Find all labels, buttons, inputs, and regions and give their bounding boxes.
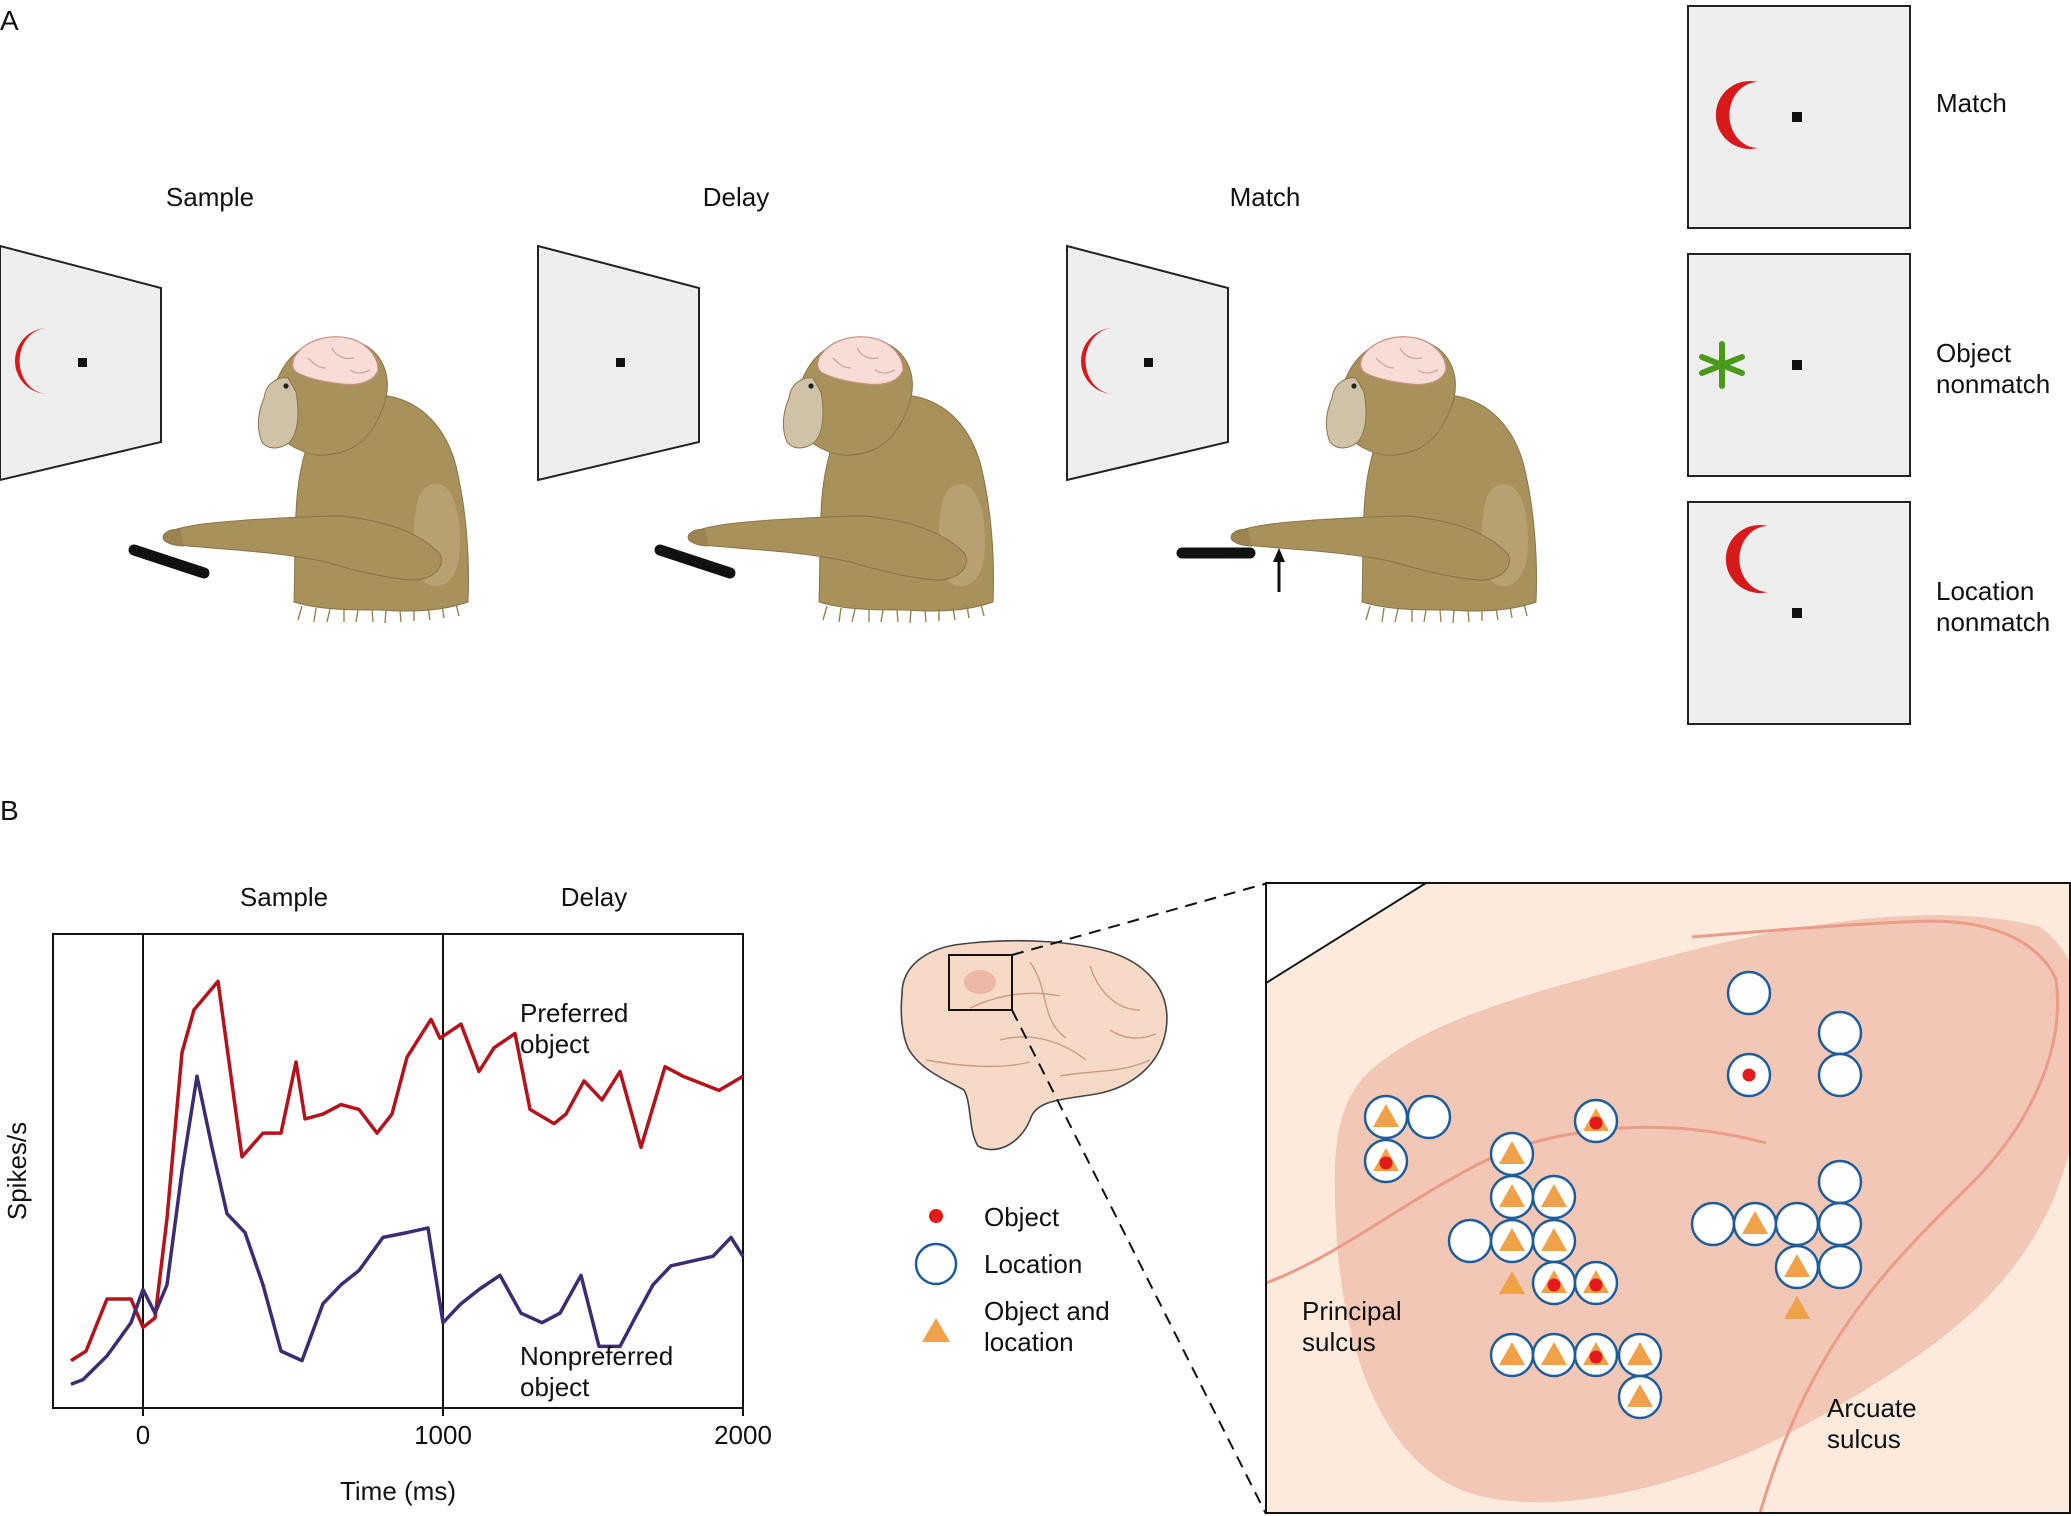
neuron-marker (1774, 1244, 1820, 1290)
epoch-label-sample: Sample (240, 882, 328, 912)
object-location-triangle-icon (922, 1318, 950, 1342)
object-dot-icon (929, 1209, 943, 1223)
monkey-illustration (1230, 336, 1538, 624)
principal-sulcus-label: Principal sulcus (1302, 1296, 1409, 1357)
red-crescent-icon (1715, 81, 1758, 149)
panel-b-label: B (0, 795, 19, 826)
test-screen-match (1687, 5, 1911, 229)
location-neuron (1817, 1159, 1863, 1205)
green-asterisk-icon (1699, 341, 1745, 389)
red-crescent-icon (1725, 525, 1768, 594)
neuron-marker (1531, 1174, 1577, 1220)
neuron-marker (1531, 1218, 1577, 1264)
location-neuron (1406, 1094, 1452, 1140)
x-tick-label-1000: 1000 (414, 1420, 472, 1450)
test-screen-object-nonmatch (1687, 253, 1911, 477)
preferred-series-label: Preferred object (520, 998, 636, 1059)
lever-icon (654, 544, 736, 579)
firing-rate-chart: Sample Delay 0 1000 2000 Spikes/s Time (ms… (2, 882, 772, 1506)
fixation-point-icon (1792, 360, 1802, 370)
arcuate-sulcus-label: Arcuate sulcus (1827, 1393, 1924, 1454)
neuron-marker (1489, 1332, 1535, 1378)
lever-icon (128, 544, 210, 579)
location-nonmatch-label: Location nonmatch (1936, 576, 2050, 637)
object-location-neuron (1499, 1271, 1525, 1294)
plot-frame (52, 933, 744, 1409)
nonpreferred-series-label: Nonpreferred object (520, 1341, 680, 1402)
y-axis-label: Spikes/s (2, 1122, 32, 1220)
neuron-marker (1573, 1098, 1619, 1144)
neuron-marker (1617, 1332, 1663, 1378)
neuron-marker (1489, 1174, 1535, 1220)
neuron-marker (1573, 1260, 1619, 1306)
cortex-map-frame (1265, 882, 2071, 1514)
zoom-region-box (948, 954, 1013, 1011)
object-nonmatch-label: Object nonmatch (1936, 338, 2050, 399)
location-neuron (1726, 970, 1772, 1016)
location-neuron (1817, 1052, 1863, 1098)
location-ring-icon (914, 1242, 958, 1286)
neuron-marker (1489, 1131, 1535, 1177)
location-neuron (1774, 1201, 1820, 1247)
monkey-illustration (687, 336, 995, 624)
legend-both-label: Object and location (984, 1296, 1117, 1357)
fixation-point-icon (1144, 358, 1153, 367)
neuron-marker (1531, 1332, 1577, 1378)
epoch-label-delay: Delay (561, 882, 627, 912)
neuron-marker (1573, 1332, 1619, 1378)
legend: Object Location Object and location (914, 1202, 1117, 1357)
neuron-marker (1617, 1374, 1663, 1420)
location-neuron (1817, 1201, 1863, 1247)
x-tick-label-2000: 2000 (714, 1420, 772, 1450)
legend-location-label: Location (984, 1249, 1082, 1279)
fixation-point-icon (616, 358, 625, 367)
neuron-marker (1726, 1052, 1772, 1098)
monkey-illustration (162, 336, 470, 624)
object-location-neuron (1784, 1296, 1810, 1319)
delay-scene (537, 244, 995, 624)
test-screen-location-nonmatch (1687, 501, 1911, 725)
match-screen-label: Match (1936, 88, 2007, 118)
location-neuron (1817, 1010, 1863, 1056)
location-neuron (1447, 1218, 1493, 1264)
brain-illustration (900, 882, 1269, 1515)
fixation-point-icon (78, 358, 87, 367)
sample-step-heading: Sample (166, 182, 254, 212)
location-neuron (1690, 1201, 1736, 1247)
sample-scene (0, 244, 470, 624)
x-axis-label: Time (ms) (340, 1476, 456, 1506)
neuron-marker (1363, 1094, 1409, 1140)
fixation-point-icon (1792, 608, 1802, 618)
cortex-map: Principal sulcus Arcuate sulcus (1265, 882, 2071, 1514)
location-neuron (1817, 1244, 1863, 1290)
up-arrow-icon (1273, 548, 1285, 592)
neuron-marker (1489, 1218, 1535, 1264)
legend-object-label: Object (984, 1202, 1060, 1232)
red-crescent-icon (1081, 328, 1114, 394)
panel-a-label: A (0, 5, 19, 36)
neuron-marker (1531, 1260, 1577, 1306)
red-crescent-icon (15, 328, 48, 394)
fixation-point-icon (1792, 112, 1802, 122)
match-step-heading: Match (1230, 182, 1301, 212)
nonpreferred-object-line (70, 1074, 745, 1386)
x-tick-label-0: 0 (136, 1420, 150, 1450)
neuron-marker (1363, 1138, 1409, 1184)
preferred-object-line (70, 979, 744, 1363)
neuron-marker (1732, 1201, 1778, 1247)
delay-step-heading: Delay (703, 182, 769, 212)
match-scene (1066, 244, 1538, 624)
